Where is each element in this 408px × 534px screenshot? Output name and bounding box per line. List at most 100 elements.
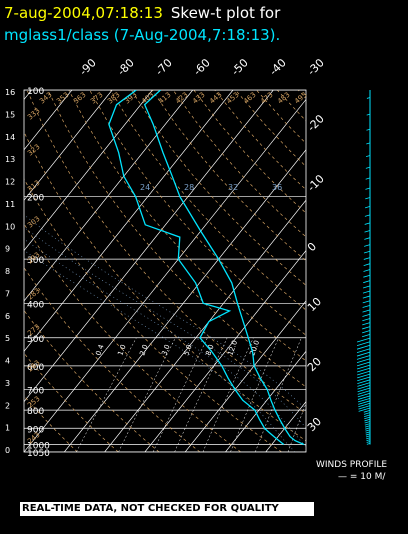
height-tick-label: 14	[5, 133, 15, 142]
dry-adiabat	[340, 90, 408, 452]
grid-layer	[24, 90, 408, 452]
dry-adiabat-top-label: 363	[72, 91, 87, 106]
dry-adiabat	[256, 90, 306, 144]
wind-barb	[356, 348, 371, 354]
wind-barb	[363, 412, 371, 415]
isotherm-line	[225, 350, 306, 452]
wind-barb	[364, 237, 371, 240]
winds-scale-label: — = 10 M/	[338, 472, 386, 482]
wind-barb	[365, 429, 371, 432]
wind-barb	[364, 425, 371, 428]
dry-adiabat	[24, 178, 282, 452]
isotherm-right-label: 30	[305, 415, 324, 434]
height-tick-label: 0	[5, 446, 10, 455]
wind-barb	[361, 333, 371, 338]
wind-barb	[364, 418, 371, 422]
wind-barb	[356, 367, 371, 373]
mixing-ratio-line	[202, 337, 254, 452]
dry-adiabat	[24, 223, 242, 452]
isotherm-line	[24, 90, 113, 201]
wind-barb	[362, 309, 371, 313]
dry-adiabat-top-label: 403	[140, 91, 155, 106]
wind-barb	[356, 344, 371, 350]
dry-adiabat	[68, 90, 306, 362]
mixing-ratio-label: 2.0	[138, 343, 149, 356]
wind-barb	[362, 285, 371, 289]
mixing-ratio-line	[174, 337, 228, 452]
moist-adiabat-label: 24	[140, 183, 150, 192]
wind-barb	[357, 387, 371, 393]
isotherm-top-label: -30	[305, 56, 327, 78]
isotherm-line	[104, 199, 306, 452]
height-tick-label: 4	[5, 357, 10, 366]
moist-adiabat-label: 32	[228, 183, 238, 192]
wind-barb	[364, 214, 371, 217]
wind-barb	[357, 384, 371, 390]
height-tick-label: 12	[5, 178, 15, 187]
wind-barb	[357, 392, 371, 398]
isotherm-line	[184, 300, 306, 452]
isotherm-top-label: -90	[77, 56, 99, 78]
mixing-ratio-label: 20.0	[248, 339, 261, 356]
wind-barb	[366, 441, 371, 443]
isotherm-top-label: -40	[267, 56, 289, 78]
moist-adiabat-label: 28	[184, 183, 194, 192]
height-tick-label: 13	[5, 155, 15, 164]
dry-adiabat	[382, 90, 408, 452]
wind-barb	[356, 361, 371, 367]
dry-adiabat-top-label: 423	[174, 91, 189, 106]
wind-barb	[357, 373, 371, 379]
dry-adiabat-label: 333	[26, 107, 41, 122]
dry-adiabat	[172, 90, 306, 238]
wind-barb	[364, 421, 371, 424]
wind-barb	[356, 355, 371, 360]
isotherm-line	[24, 90, 194, 302]
wind-barb	[365, 435, 371, 438]
wind-barb	[358, 402, 371, 408]
isotherm-right-label: 20	[305, 355, 324, 374]
wind-barb	[366, 439, 371, 442]
wind-barb	[356, 358, 371, 364]
dry-adiabat	[47, 90, 306, 388]
height-tick-label: 5	[5, 334, 10, 343]
dry-adiabat	[110, 90, 306, 311]
isotherm-line	[265, 401, 306, 452]
wind-barb	[364, 414, 371, 418]
height-tick-label: 2	[5, 401, 10, 410]
isotherm-line	[24, 90, 234, 352]
height-tick-label: 1	[5, 424, 10, 433]
wind-barb	[356, 351, 371, 357]
wind-barb	[357, 382, 371, 387]
quality-warning: REAL-TIME DATA, NOT CHECKED FOR QUALITY	[20, 502, 314, 516]
wind-barb	[365, 431, 371, 434]
isotherm-right-label: 0	[305, 240, 319, 254]
dry-adiabat	[24, 266, 201, 452]
pressure-tick-label: 700	[27, 387, 44, 397]
mixing-ratio-line	[152, 337, 208, 452]
wind-barb	[358, 407, 371, 412]
dry-adiabat	[24, 352, 119, 452]
wind-barb	[362, 318, 371, 322]
isotherm-top-label: -80	[115, 56, 137, 78]
wind-barb	[363, 280, 371, 284]
wind-barb	[365, 197, 371, 200]
wind-barb	[366, 97, 371, 99]
dry-adiabat	[276, 90, 306, 122]
wind-barb	[362, 290, 371, 294]
wind-barb	[363, 269, 371, 272]
wind-barb	[366, 443, 371, 445]
dry-adiabat	[151, 90, 306, 262]
height-tick-label: 9	[5, 245, 10, 254]
dry-adiabat	[24, 309, 160, 452]
pressure-tick-label: 900	[27, 425, 44, 435]
wind-barb	[363, 257, 371, 260]
isotherm-line	[24, 90, 274, 403]
dewpoint-trace	[108, 90, 285, 446]
wind-layer	[356, 90, 371, 445]
moist-adiabat-label: 36	[272, 183, 282, 192]
mixing-ratio-line	[118, 337, 176, 452]
dry-adiabat	[89, 90, 306, 336]
height-tick-label: 7	[5, 289, 10, 298]
wind-barb	[363, 250, 371, 254]
wind-barb	[362, 330, 371, 334]
